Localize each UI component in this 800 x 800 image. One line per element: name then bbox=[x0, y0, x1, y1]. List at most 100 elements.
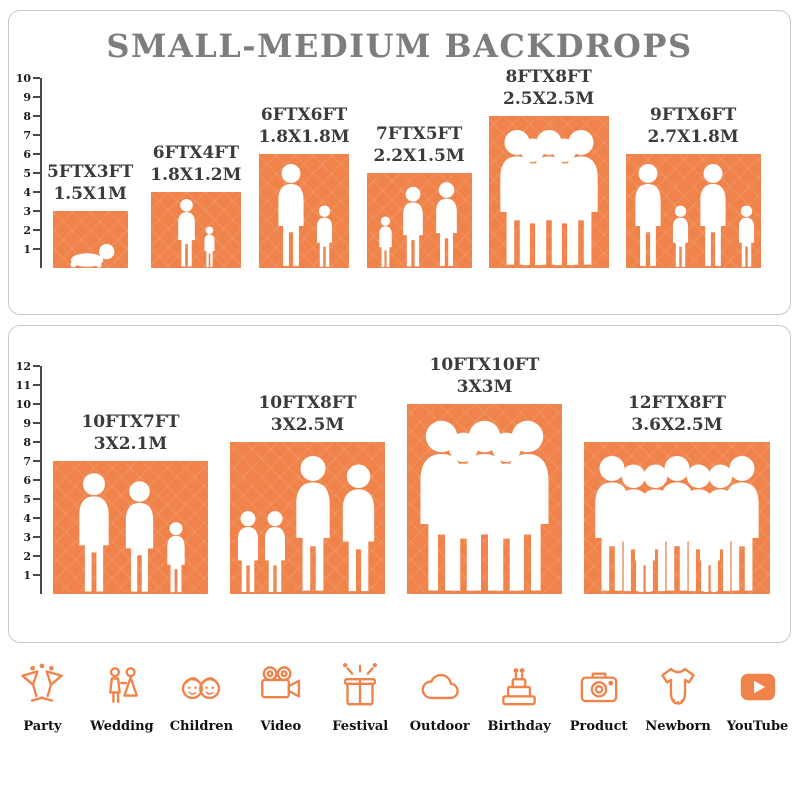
ruler-tick-number: 1 bbox=[23, 568, 31, 582]
child-silhouette bbox=[735, 205, 758, 268]
ruler-tick: 8 bbox=[23, 109, 40, 123]
newborn-icon bbox=[653, 662, 703, 712]
adult-silhouette bbox=[174, 198, 199, 268]
backdrop-item: 8FTX8FT 2.5X2.5M bbox=[488, 66, 609, 268]
backdrop-size-label: 8FTX8FT 2.5X2.5M bbox=[503, 66, 594, 110]
size-ft-label: 9FTX6FT bbox=[649, 104, 737, 125]
category-youtube: YouTube bbox=[721, 662, 795, 734]
size-ft-label: 7FTX5FT bbox=[375, 123, 463, 144]
ruler-tick-mark bbox=[33, 77, 40, 79]
ruler-tick-mark bbox=[33, 498, 40, 500]
backdrop-bar bbox=[584, 442, 770, 594]
backdrops-panel-small: SMALL-MEDIUM BACKDROPS 1 2 3 4 5 6 7 8 9 10 5FTX3… bbox=[8, 10, 791, 315]
backdrop-item: 10FTX8FT 3X2.5M bbox=[230, 392, 385, 594]
children-icon bbox=[176, 662, 226, 712]
ruler-tick-mark bbox=[33, 403, 40, 405]
category-newborn: Newborn bbox=[641, 662, 715, 734]
ruler-tick-mark bbox=[33, 229, 40, 231]
ruler-tick-mark bbox=[33, 460, 40, 462]
adult-silhouette bbox=[72, 472, 116, 594]
ruler-tick-number: 6 bbox=[23, 473, 31, 487]
backdrop-size-label: 5FTX3FT 1.5X1M bbox=[47, 161, 133, 205]
backdrop-bar bbox=[407, 404, 562, 594]
page-title: SMALL-MEDIUM BACKDROPS bbox=[106, 27, 693, 65]
ruler-tick-number: 7 bbox=[23, 128, 31, 142]
backdrop-bar bbox=[53, 461, 208, 594]
ruler-tick-mark bbox=[33, 479, 40, 481]
ruler-tick-mark bbox=[33, 210, 40, 212]
ruler-tick-number: 8 bbox=[23, 435, 31, 449]
child-silhouette bbox=[669, 205, 692, 268]
ruler-tick-number: 11 bbox=[15, 378, 31, 392]
youtube-icon bbox=[733, 662, 783, 712]
ruler-tick-mark bbox=[33, 248, 40, 250]
ruler-tick: 1 bbox=[23, 568, 40, 582]
ruler-tick-number: 10 bbox=[15, 71, 31, 85]
ruler-tick-number: 4 bbox=[23, 511, 31, 525]
backdrop-bar bbox=[366, 173, 472, 268]
adult-silhouette bbox=[717, 454, 767, 594]
ruler-line bbox=[40, 366, 42, 594]
backdrop-item: 6FTX6FT 1.8X1.8M bbox=[258, 104, 350, 268]
backdrop-item: 12FTX8FT 3.6X2.5M bbox=[584, 392, 770, 594]
video-icon bbox=[256, 662, 306, 712]
backdrop-size-label: 7FTX5FT 2.2X1.5M bbox=[374, 123, 465, 167]
ruler-tick-mark bbox=[33, 134, 40, 136]
ruler-tick: 3 bbox=[23, 530, 40, 544]
ruler-tick: 2 bbox=[23, 223, 40, 237]
adult-silhouette bbox=[694, 163, 732, 268]
ruler-tick: 10 bbox=[15, 71, 40, 85]
size-m-label: 2.7X1.8M bbox=[647, 126, 739, 147]
size-m-label: 3X3M bbox=[456, 376, 513, 397]
festival-icon bbox=[335, 662, 385, 712]
adult-silhouette bbox=[556, 128, 606, 268]
size-ft-label: 12FTX8FT bbox=[627, 392, 727, 413]
backdrop-bar bbox=[230, 442, 385, 594]
backdrops-panel-large: 1 2 3 4 5 6 7 8 9 10 11 12 10FTX7FT 3X2.1M 10FTX8FT 3X… bbox=[8, 325, 791, 643]
backdrop-size-label: 12FTX8FT 3.6X2.5M bbox=[628, 392, 726, 436]
size-ft-label: 8FTX8FT bbox=[505, 66, 592, 87]
category-festival: Festival bbox=[323, 662, 397, 734]
ruler-tick: 5 bbox=[23, 493, 40, 506]
child-silhouette bbox=[376, 216, 395, 268]
ruler-tick-mark bbox=[33, 191, 40, 193]
ruler-tick-number: 9 bbox=[23, 90, 31, 104]
ruler-tick-number: 2 bbox=[23, 223, 31, 237]
ruler-tick: 2 bbox=[23, 549, 40, 563]
ruler-tick-number: 10 bbox=[15, 397, 31, 411]
ruler-tick-mark bbox=[33, 536, 40, 538]
backdrop-item: 5FTX3FT 1.5X1M bbox=[47, 161, 133, 268]
party-icon bbox=[17, 662, 67, 712]
ruler-tick: 4 bbox=[23, 186, 40, 199]
ruler-tick-mark bbox=[33, 517, 40, 519]
ruler-tick-mark bbox=[33, 441, 40, 443]
category-row: Party Wedding Children Video Festival Ou… bbox=[0, 662, 800, 734]
adult-silhouette bbox=[288, 454, 338, 594]
ruler-tick: 6 bbox=[23, 473, 40, 487]
ruler-tick: 10 bbox=[15, 397, 40, 411]
ruler-tick-mark bbox=[33, 574, 40, 576]
adult-silhouette bbox=[272, 163, 310, 268]
ruler-tick-number: 6 bbox=[23, 147, 31, 161]
birthday-icon bbox=[494, 662, 544, 712]
category-label: Video bbox=[260, 719, 302, 734]
ruler-tick-mark bbox=[33, 422, 40, 424]
ruler-line bbox=[40, 78, 42, 268]
ruler-tick: 4 bbox=[23, 511, 40, 525]
size-m-label: 3X2.1M bbox=[93, 433, 168, 454]
ruler-tick: 5 bbox=[23, 167, 40, 180]
ruler-tick-number: 3 bbox=[23, 530, 31, 544]
ruler-tick-mark bbox=[33, 555, 40, 557]
ruler-tick-mark bbox=[33, 115, 40, 117]
category-label: Wedding bbox=[90, 719, 154, 734]
category-video: Video bbox=[244, 662, 318, 734]
baby-silhouette bbox=[65, 242, 116, 268]
bars-area-bottom: 10FTX7FT 3X2.1M 10FTX8FT 3X2.5M 10FTX10FT 3X3… bbox=[53, 354, 770, 594]
ruler-tick-number: 8 bbox=[23, 109, 31, 123]
child-silhouette bbox=[163, 521, 189, 594]
backdrop-bar bbox=[150, 192, 241, 268]
ruler-tick: 1 bbox=[23, 243, 40, 256]
backdrop-item: 6FTX4FT 1.8X1.2M bbox=[150, 142, 241, 268]
ruler-tick-number: 2 bbox=[23, 549, 31, 563]
size-m-label: 3.6X2.5M bbox=[631, 414, 723, 435]
